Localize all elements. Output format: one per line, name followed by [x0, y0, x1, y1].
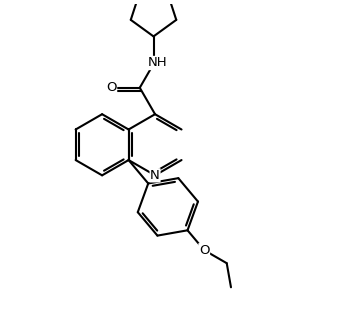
- Text: O: O: [199, 244, 210, 257]
- Text: N: N: [150, 169, 160, 182]
- Text: NH: NH: [147, 57, 167, 69]
- Text: O: O: [106, 81, 116, 94]
